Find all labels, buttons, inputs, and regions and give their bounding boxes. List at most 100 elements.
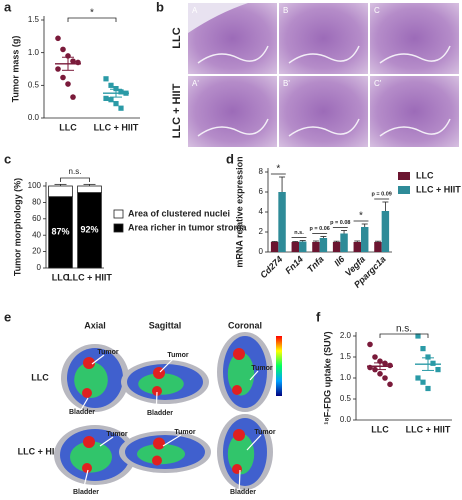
callout-line — [81, 469, 89, 496]
y-axis-label: Tumor mass (g) — [10, 36, 20, 103]
data-point — [70, 94, 76, 100]
bar — [361, 227, 369, 252]
panel-letter: b — [156, 0, 164, 14]
pet-hotspot — [153, 437, 165, 450]
data-point — [103, 95, 109, 101]
error-bar — [54, 183, 67, 186]
tile-label: B' — [283, 79, 290, 88]
pet-signal — [74, 362, 108, 398]
data-point — [367, 341, 373, 348]
data-point — [70, 58, 76, 64]
y-tick-label: 60 — [32, 214, 41, 223]
significance-bracket — [379, 333, 429, 338]
legend-label: Area of clustered nuclei — [128, 208, 230, 218]
callout-line — [249, 370, 259, 381]
tissue-fissure — [197, 118, 269, 137]
panel-letter: a — [4, 0, 12, 14]
bar — [332, 242, 341, 252]
callout-label: Bladder — [230, 489, 256, 496]
data-point — [108, 97, 114, 103]
y-tick-label: 20 — [32, 247, 41, 256]
x-tick-label: Il6 — [332, 253, 347, 268]
legend-label: LLC — [416, 170, 434, 180]
legend-label: Area richer in tumor stroma — [128, 222, 248, 232]
x-tick-label: LLC + HIIT — [406, 424, 451, 434]
significance-label: * — [90, 8, 94, 19]
data-point — [415, 333, 421, 339]
tissue-fissure — [288, 118, 360, 137]
pet-signal — [70, 441, 112, 473]
callout-line — [246, 434, 262, 451]
panel-letter: e — [4, 309, 11, 324]
legend-swatch — [398, 172, 410, 180]
callout-label: Tumor — [251, 365, 273, 372]
error-bar — [299, 240, 306, 242]
x-tick-label: Cd274 — [258, 254, 284, 280]
colorbar — [276, 336, 282, 396]
tile-label: C' — [374, 79, 382, 88]
callout-line — [91, 354, 105, 365]
column-header: Axial — [84, 320, 106, 330]
callout-label: Bladder — [73, 489, 99, 496]
pet-hotspot — [82, 463, 92, 473]
y-tick-label: 0.5 — [340, 394, 352, 403]
y-tick-label: 80 — [32, 198, 41, 207]
error-bar — [382, 201, 389, 211]
bar — [312, 242, 320, 252]
y-tick-label: 0 — [37, 263, 42, 272]
callout-line — [162, 434, 182, 447]
callout-label: Tumor — [254, 429, 276, 436]
error-bar — [271, 241, 278, 242]
tile-label: A — [192, 6, 198, 15]
pet-signal — [137, 443, 185, 465]
significance-label: n.s. — [396, 324, 412, 335]
pet-hotspot — [82, 388, 92, 398]
y-tick-label: 8 — [259, 167, 264, 176]
y-tick-label: 1.0 — [28, 48, 40, 57]
callout-line — [238, 469, 241, 496]
legend-swatch — [113, 223, 124, 233]
error-bar — [279, 176, 286, 192]
tissue-edge — [188, 3, 248, 33]
x-tick-label: Tnfa — [305, 254, 326, 275]
bar — [381, 211, 390, 252]
significance-label: n.s. — [294, 230, 304, 236]
data-point — [103, 76, 109, 82]
data-point — [55, 66, 61, 72]
value-label: 87% — [51, 227, 69, 237]
pet-signal — [138, 373, 184, 395]
data-point — [118, 105, 124, 111]
column-header: Coronal — [228, 320, 262, 330]
tile-label: A' — [192, 79, 199, 88]
pet-hotspot — [232, 385, 242, 395]
bar — [340, 233, 348, 252]
bar — [319, 238, 328, 252]
x-tick-label: Fn14 — [283, 254, 305, 276]
callout-label: Bladder — [147, 410, 173, 417]
callout-line — [155, 391, 158, 417]
tissue-fissure — [379, 118, 451, 137]
x-tick-label: LLC — [52, 272, 70, 282]
callout-line — [77, 397, 89, 416]
error-bar — [374, 362, 386, 371]
error-bar — [292, 241, 299, 242]
y-axis-label: mRNA relative expression — [234, 156, 244, 267]
tissue-fissure — [197, 45, 269, 64]
error-bar — [354, 240, 361, 242]
legend-swatch — [398, 186, 410, 194]
data-point — [118, 89, 124, 95]
pet-hotspot — [83, 357, 95, 369]
pet-hotspot — [83, 436, 95, 448]
data-point — [372, 354, 378, 360]
row-label: LLC + HIIT — [18, 446, 63, 456]
row-label: LLC — [31, 372, 49, 382]
histology-image — [279, 76, 368, 147]
row-label: LLC — [171, 27, 183, 48]
bar — [270, 242, 279, 252]
callout-label: Tumor — [174, 429, 196, 436]
y-tick-label: 100 — [28, 181, 42, 190]
error-bar — [422, 357, 434, 371]
column-header: Sagittal — [149, 320, 182, 330]
significance-bracket — [67, 17, 117, 22]
